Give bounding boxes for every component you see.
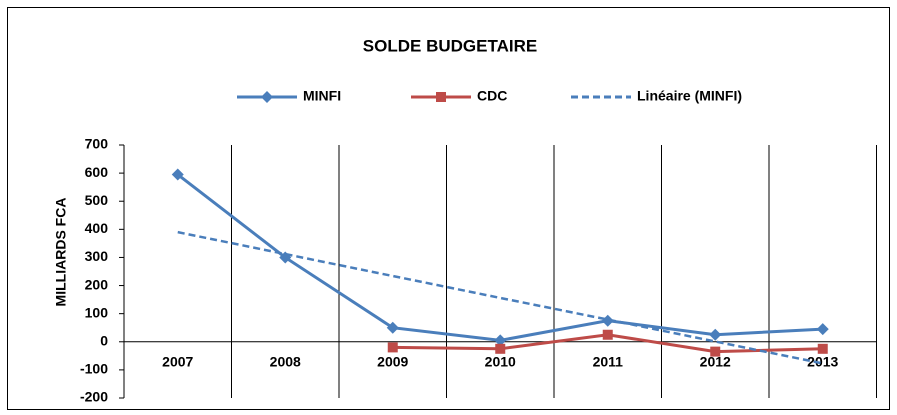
marker	[495, 343, 506, 354]
y-tick-label: 300	[85, 248, 109, 264]
legend-label: MINFI	[303, 88, 341, 104]
marker	[817, 343, 828, 354]
x-tick-label: 2009	[377, 353, 408, 369]
chart-title: SOLDE BUDGETAIRE	[363, 36, 537, 55]
x-tick-label: 2013	[807, 353, 838, 369]
x-tick-label: 2010	[485, 353, 516, 369]
marker	[709, 328, 722, 341]
y-tick-label: 100	[85, 304, 109, 320]
marker	[279, 251, 292, 264]
marker	[710, 346, 721, 357]
y-tick-label: 0	[100, 332, 108, 348]
marker	[816, 323, 829, 336]
marker	[494, 334, 507, 347]
x-tick-label: 2012	[700, 353, 731, 369]
y-axis-title: MILLIARDS FCA	[53, 198, 69, 307]
y-tick-label: 400	[85, 220, 109, 236]
marker	[261, 91, 273, 103]
y-tick-label: -100	[80, 361, 108, 377]
legend-label: Linéaire (MINFI)	[637, 88, 742, 104]
y-tick-label: -200	[80, 389, 108, 405]
y-tick-label: 700	[85, 136, 109, 152]
y-tick-label: 600	[85, 164, 109, 180]
x-tick-label: 2007	[162, 353, 193, 369]
x-tick-label: 2008	[270, 353, 301, 369]
x-tick-label: 2011	[593, 353, 624, 369]
y-tick-label: 200	[85, 276, 109, 292]
y-tick-label: 500	[85, 192, 109, 208]
marker	[602, 329, 613, 340]
marker	[171, 168, 184, 181]
legend-label: CDC	[477, 88, 507, 104]
marker	[436, 92, 446, 102]
marker	[386, 321, 399, 334]
chart-border	[7, 7, 890, 410]
marker	[387, 342, 398, 353]
